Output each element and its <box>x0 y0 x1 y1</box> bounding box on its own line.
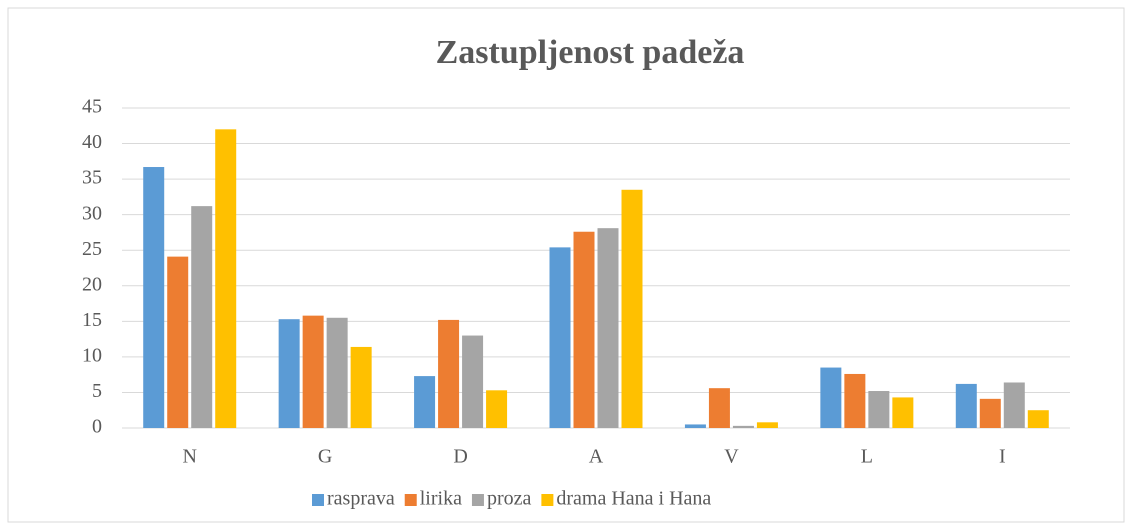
legend-label: drama Hana i Hana <box>556 488 711 510</box>
bar <box>350 346 372 428</box>
bar <box>955 383 977 428</box>
bar <box>462 335 484 428</box>
y-tick-label: 10 <box>82 344 102 366</box>
bar <box>621 189 643 428</box>
bar <box>844 373 866 428</box>
bar <box>215 129 237 429</box>
y-tick-label: 5 <box>92 380 102 402</box>
legend-swatch <box>312 494 324 506</box>
x-tick-label: D <box>453 446 467 468</box>
bar <box>191 206 213 428</box>
legend-label: lirika <box>420 488 462 510</box>
y-tick-label: 30 <box>82 202 102 224</box>
bar <box>756 422 778 428</box>
bar <box>414 376 436 428</box>
x-tick-label: V <box>724 446 739 468</box>
bar <box>167 256 189 428</box>
chart-title: Zastupljenost padeža <box>436 34 745 71</box>
bar <box>326 317 348 428</box>
bar <box>732 425 754 428</box>
legend-label: proza <box>487 488 532 510</box>
x-tick-label: G <box>318 446 332 468</box>
bar <box>486 390 508 428</box>
bar <box>573 231 595 428</box>
bar <box>302 315 324 428</box>
y-tick-label: 45 <box>82 96 102 118</box>
x-tick-label: N <box>182 446 196 468</box>
legend-swatch <box>471 494 484 506</box>
bar <box>708 388 730 428</box>
y-tick-label: 35 <box>82 167 102 189</box>
y-tick-label: 20 <box>82 273 102 295</box>
bar <box>438 319 460 428</box>
bar <box>278 319 300 428</box>
bar <box>892 397 914 428</box>
bar <box>868 391 890 428</box>
y-tick-label: 25 <box>82 238 102 260</box>
bar <box>684 424 706 428</box>
legend-swatch <box>404 494 417 506</box>
x-tick-label: A <box>589 446 604 468</box>
bar <box>1003 382 1025 428</box>
bar <box>597 228 619 428</box>
bar <box>1027 410 1049 428</box>
x-tick-label: L <box>861 446 873 468</box>
bar <box>143 167 165 428</box>
bar <box>979 398 1001 428</box>
y-tick-label: 15 <box>82 309 102 331</box>
legend-label: rasprava <box>327 488 395 510</box>
x-tick-label: I <box>999 446 1006 468</box>
legend-swatch <box>541 494 554 506</box>
y-tick-label: 40 <box>82 131 102 153</box>
bar <box>549 247 571 428</box>
y-tick-label: 0 <box>92 416 102 438</box>
bar <box>820 367 842 428</box>
